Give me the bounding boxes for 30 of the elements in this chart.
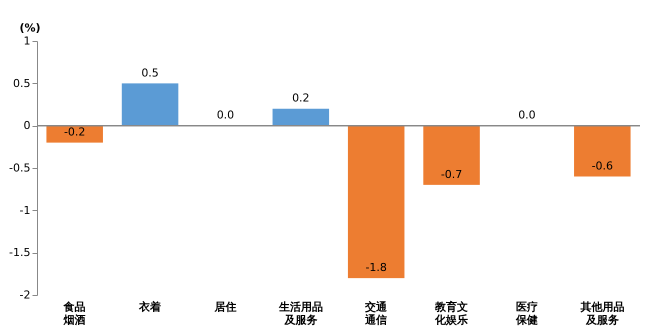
y-tick-label: -1.5	[9, 246, 30, 260]
data-label: -0.6	[592, 159, 614, 172]
x-tick-label: 居住	[213, 300, 236, 314]
data-label: 0.2	[292, 92, 310, 105]
data-label: 0.0	[518, 108, 536, 122]
y-tick-label: 0	[24, 119, 30, 132]
bar	[348, 126, 404, 278]
data-label: -0.2	[64, 126, 86, 139]
y-tick-label: -0.5	[9, 162, 30, 174]
x-tick-label: 生活用品及服务	[278, 300, 323, 326]
y-tick-label: -1	[20, 204, 30, 217]
bar	[122, 83, 178, 126]
data-label: -0.7	[440, 168, 462, 181]
x-tick-label: 食品烟酒	[62, 300, 86, 326]
x-tick-label: 衣着	[138, 300, 162, 314]
data-label: 0.5	[141, 66, 159, 80]
x-tick-label: 交通通信	[364, 300, 388, 326]
bar	[46, 126, 103, 143]
x-tick-label: 医疗保健	[514, 300, 538, 326]
y-tick-label: 1	[24, 34, 30, 48]
y-axis-title: (%)	[20, 22, 41, 34]
x-tick-label: 教育文化娱乐	[434, 300, 468, 326]
x-tick-label: 其他用品及服务	[579, 300, 624, 326]
y-tick-label: -2	[20, 288, 30, 302]
bar	[574, 126, 631, 176]
y-tick-label: 0.5	[13, 76, 30, 90]
bar	[423, 126, 480, 185]
bar	[272, 108, 330, 126]
data-label: -1.8	[365, 261, 387, 274]
data-label: 0.0	[216, 108, 234, 122]
